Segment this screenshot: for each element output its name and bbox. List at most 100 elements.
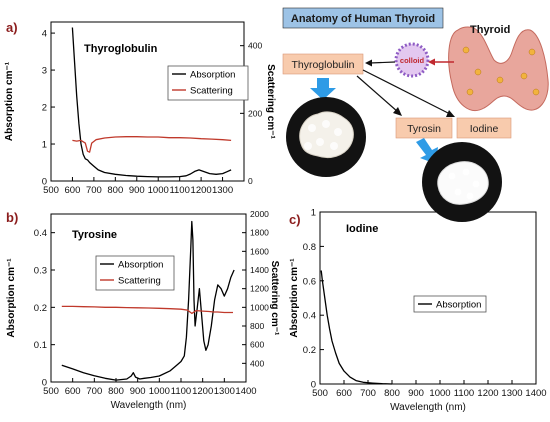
x-tick-label: 500 [43,185,59,196]
x-tick-label: 1200 [477,388,498,399]
x-tick-label: 800 [108,386,124,397]
panel-label: c) [289,212,301,227]
y-tick-label: 1 [42,140,47,151]
x-tick-label: 600 [65,185,81,196]
chart-iodine: 500 600 700 800 900 1000 1100 1200 1300 1400 0 0.2 0… [289,208,547,414]
follicle-dot [466,88,474,96]
powder-highlight [448,172,456,180]
x-tick-label: 1000 [148,185,169,196]
x-tick-label: 1300 [214,386,235,397]
x-tick-label: 1400 [525,388,546,399]
y2-tick-label: 1600 [250,246,269,256]
follicle-dot [520,72,528,80]
y2-tick-label: 400 [250,358,264,368]
x-tick-label: 600 [65,386,81,397]
series-line-absorption [320,270,393,385]
y2-tick-label: 0 [248,176,253,186]
arrow-head [446,110,455,117]
y-tick-label: 3 [42,66,47,77]
series-line-scattering [72,136,232,153]
follicle-dot [496,76,504,84]
series-line-absorption [61,220,235,381]
x-tick-label: 500 [43,386,59,397]
legend-label: Absorption [118,260,163,271]
legend-box [95,255,175,291]
x-tick-label: 1000 [429,388,450,399]
y-tick-label: 0.2 [303,345,316,356]
legend-label: Absorption [436,300,481,311]
x-tick-label: 1300 [501,388,522,399]
y-tick-label: 0.3 [34,266,47,277]
iodine-box-label: Iodine [470,123,499,135]
plot-frame [319,211,537,385]
powder-highlight [472,180,480,188]
x-tick-label: 1100 [171,386,191,397]
schematic-title: Anatomy of Human Thyroid [291,13,435,25]
follicle-dot [462,46,470,54]
y-axis-label: Absorption cm⁻¹ [6,258,17,338]
y2-tick-label: 800 [250,321,264,331]
x-tick-label: 700 [86,185,102,196]
legend-box [167,65,249,101]
chart-tyrosine: 500 600 700 800 900 1000 1100 1200 1300 140000.10… [6,209,280,411]
legend-label: Scattering [118,276,161,287]
y2-tick-label: 400 [248,41,262,51]
chart-title: Thyroglobulin [84,43,158,55]
thyroglobulin-box [282,53,364,75]
panel-label: b) [6,210,18,225]
thyroglobulin-powder [299,111,354,159]
x-tick-label: 600 [336,388,352,399]
follicle-dot [528,48,536,56]
x-tick-label: 800 [107,185,123,196]
y-tick-label: 0.6 [303,276,316,287]
powder-highlight [466,192,474,200]
schematic-title-banner [282,7,444,29]
powder-highlight [322,120,330,128]
x-tick-label: 800 [384,388,400,399]
x-tick-label: 1000 [149,386,170,397]
x-tick-label: 1400 [235,386,256,397]
arrow-head [428,58,435,66]
y-tick-label: 1 [311,208,316,219]
y-tick-label: 0.2 [34,303,47,314]
y2-tick-label: 2000 [250,209,269,219]
y2-tick-label: 1000 [250,302,269,312]
x-tick-label: 500 [312,388,328,399]
series-line-scattering [61,305,233,315]
x-axis-label: Wavelength (nm) [111,400,187,411]
y2-tick-label: 1800 [250,228,269,238]
x-tick-label: 1200 [191,185,212,196]
powder-highlight [462,168,470,176]
powder-highlight [308,124,316,132]
blue-arrow-thyroglobulin [310,78,336,100]
y2-axis-label: Scattering cm⁻¹ [265,64,276,139]
panel-label: a) [6,20,18,35]
powder-highlight [304,142,312,150]
y-axis-label: Absorption cm⁻¹ [289,258,300,338]
colloid-follicle [394,42,430,78]
y-tick-label: 0 [42,378,47,389]
y-tick-label: 2 [42,103,47,114]
x-tick-label: 1100 [169,185,189,196]
y-tick-label: 0.4 [303,311,316,322]
arrow-head [393,107,402,116]
y-tick-label: 0.8 [303,242,316,253]
y2-tick-label: 1200 [250,284,269,294]
thyroid-gland-shape [448,26,549,111]
y2-tick-label: 200 [248,108,262,118]
x-tick-label: 900 [408,388,424,399]
colloid-label: colloid [400,56,425,65]
x-tick-label: 900 [129,185,145,196]
y-tick-label: 0 [311,380,316,391]
x-axis-label: Wavelength (nm) [390,402,466,413]
y-tick-label: 0.4 [34,228,47,239]
legend-label: Scattering [190,86,233,97]
tyrosin-box-label: Tyrosin [407,123,441,135]
arrow-colloid-to-thyroglobulin [369,61,396,64]
y-tick-label: 4 [42,29,47,40]
y2-axis-label: Scattering cm⁻¹ [269,261,280,336]
iodine-box [456,117,512,139]
plot-frame [50,213,247,383]
x-tick-label: 900 [130,386,146,397]
